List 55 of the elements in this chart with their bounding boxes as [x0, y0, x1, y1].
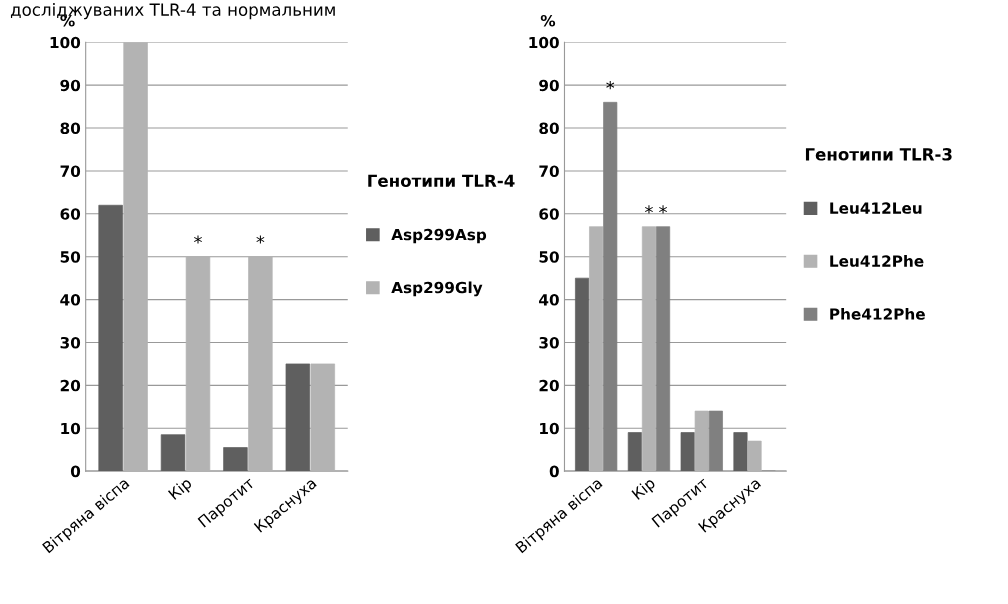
bar [747, 440, 762, 472]
y-tick-label: 70 [539, 165, 559, 177]
y-tick-label: 90 [539, 79, 559, 92]
y-tick-label: 20 [539, 379, 559, 392]
bar [627, 432, 642, 472]
y-tick-label: 40 [60, 294, 81, 306]
y-tick-label: 90 [60, 79, 81, 92]
legend-label: Leu412Leu [830, 202, 922, 214]
data-label: * [194, 235, 202, 244]
bar [708, 410, 723, 472]
y-tick-label: 30 [539, 336, 559, 349]
data-label: * [256, 235, 265, 244]
y-tick-label: 20 [60, 379, 81, 392]
y-tick-label: 10 [540, 422, 559, 435]
y-tick-label: 10 [61, 422, 81, 435]
bar [641, 226, 656, 472]
legend-label: Phe412Phe [830, 308, 925, 320]
y-axis-title: % [540, 14, 556, 27]
bar [160, 434, 186, 472]
bar [656, 226, 671, 472]
legend-title: Генотипи TLR-3 [805, 148, 952, 161]
legend-label: Leu412Phe [830, 255, 924, 267]
y-tick-label: 100 [529, 36, 559, 49]
bar [694, 410, 709, 472]
bar [575, 277, 590, 472]
bar [589, 226, 604, 472]
bar [123, 42, 148, 472]
y-tick-label: 40 [539, 294, 559, 306]
y-tick-label: 0 [549, 465, 559, 478]
bar [98, 204, 123, 472]
data-label: * [644, 205, 653, 214]
y-tick-label: 0 [70, 465, 81, 478]
bar [185, 256, 211, 472]
y-tick-label: 30 [60, 336, 81, 349]
y-tick-label: 100 [50, 36, 81, 49]
bar [285, 363, 311, 472]
bar [248, 256, 273, 472]
legend-title: Генотипи TLR-4 [368, 174, 515, 188]
y-tick-label: 60 [539, 208, 559, 220]
legend-label: Asp299Asp [391, 228, 487, 244]
bar [680, 432, 695, 472]
bar [603, 101, 618, 472]
data-label: * [606, 81, 615, 90]
x-tick-label: Кір [167, 476, 195, 503]
bar [223, 447, 248, 472]
y-tick-label: 50 [60, 251, 81, 263]
bar [310, 363, 336, 472]
legend-label: Asp299Gly [391, 281, 483, 297]
data-label: * [659, 205, 668, 214]
y-tick-label: 50 [539, 251, 559, 263]
y-tick-label: 60 [60, 208, 81, 220]
y-tick-label: 80 [60, 122, 81, 135]
y-tick-label: 80 [539, 122, 559, 135]
y-tick-label: 70 [60, 165, 81, 177]
bar [733, 432, 748, 472]
